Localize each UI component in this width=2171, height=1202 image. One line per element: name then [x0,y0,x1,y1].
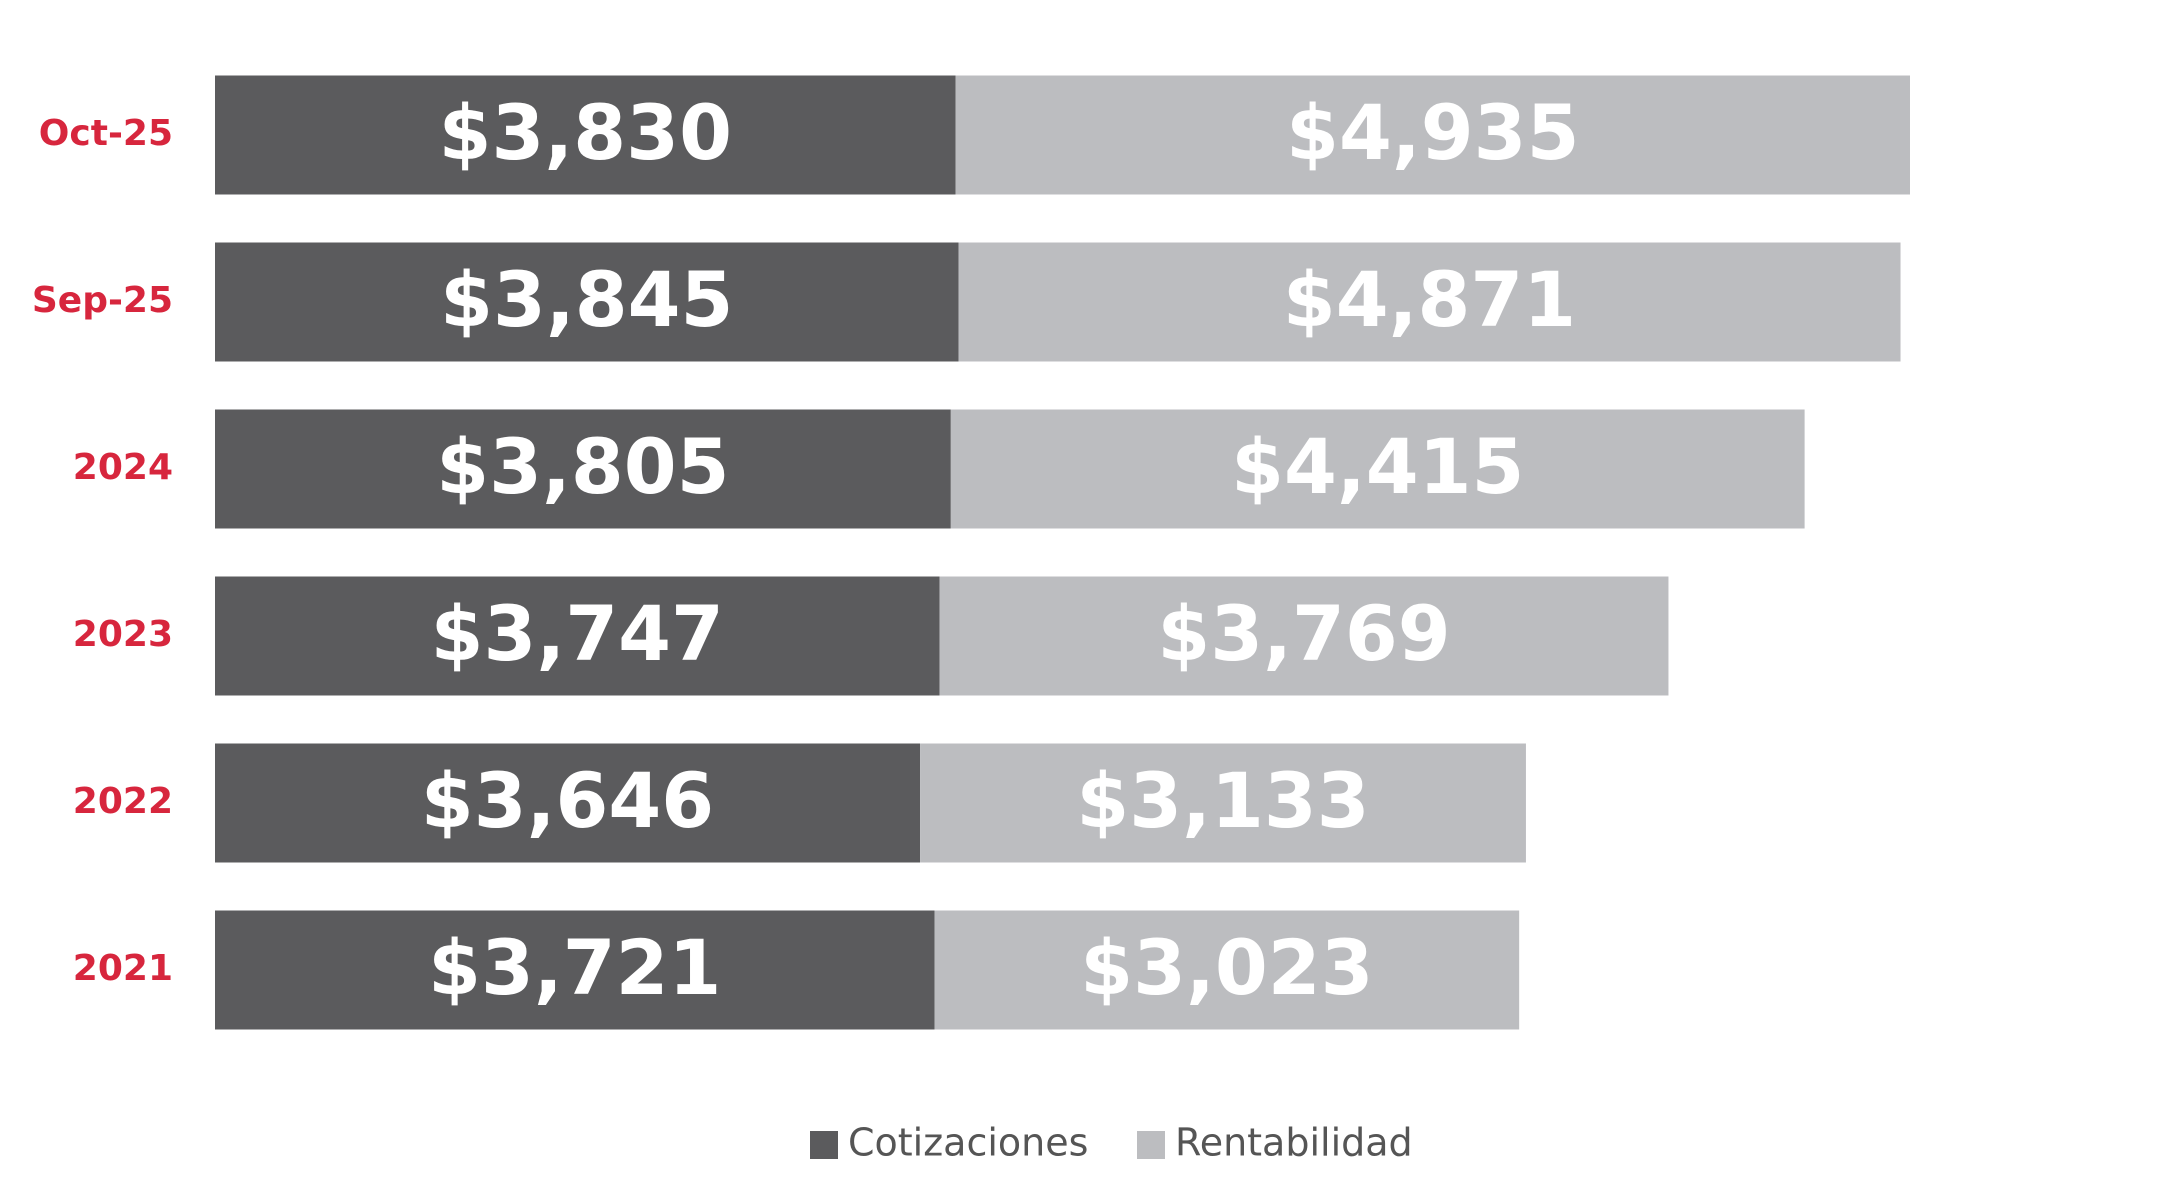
category-label: 2023 [73,614,173,655]
category-label: 2022 [73,781,173,822]
value-label: $3,769 [1157,589,1450,678]
bar-segment [939,576,1669,696]
bar-segment [215,743,921,863]
bar-segment [950,409,1805,529]
value-label: $4,935 [1286,88,1579,177]
value-label: $3,133 [1076,756,1369,845]
value-label: $3,747 [431,589,724,678]
bar-segment [920,743,1526,863]
legend-swatch [1137,1131,1165,1159]
bar-segment [955,75,1910,195]
bar-segment [215,409,951,529]
value-label: $3,830 [439,88,732,177]
bar-segment [958,242,1901,362]
legend-label: Rentabilidad [1175,1121,1413,1165]
category-label: Sep-25 [32,280,173,321]
value-label: $3,845 [440,255,733,344]
value-label: $4,415 [1231,422,1524,511]
category-label: Oct-25 [39,113,173,154]
legend-label: Cotizaciones [848,1121,1088,1165]
bar-segment [215,242,959,362]
value-label: $3,023 [1080,923,1373,1012]
bar-segment [215,576,940,696]
legend-swatch [810,1131,838,1159]
category-label: 2021 [73,948,173,989]
bar-segment [215,910,935,1030]
value-label: $4,871 [1283,255,1576,344]
bar-segment [934,910,1520,1030]
value-label: $3,646 [421,756,714,845]
category-label: 2024 [73,447,173,488]
value-label: $3,721 [428,923,721,1012]
bar-segment [215,75,956,195]
value-label: $3,805 [436,422,729,511]
